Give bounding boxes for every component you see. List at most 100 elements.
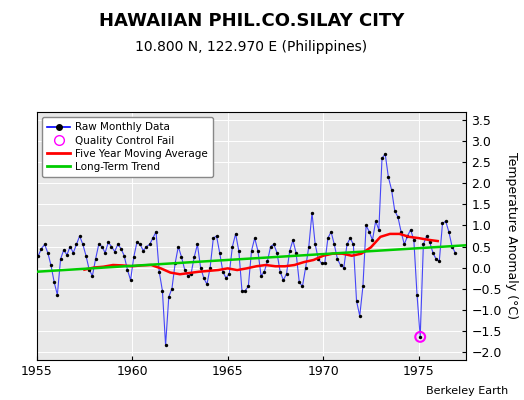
Point xyxy=(40,241,49,248)
Point xyxy=(432,256,440,262)
Point xyxy=(435,258,443,264)
Point xyxy=(400,241,409,248)
Point xyxy=(146,241,154,248)
Point xyxy=(425,239,434,246)
Point xyxy=(184,273,192,279)
Point xyxy=(286,248,294,254)
Point xyxy=(343,241,351,248)
Point xyxy=(416,334,424,340)
Point xyxy=(139,248,147,254)
Point xyxy=(152,228,160,235)
Point xyxy=(451,250,460,256)
Point xyxy=(143,243,151,250)
Point xyxy=(295,279,303,286)
Point xyxy=(362,222,370,229)
Point xyxy=(120,252,128,259)
Point xyxy=(161,342,170,348)
Point xyxy=(413,292,421,298)
Point xyxy=(314,256,323,262)
Text: Berkeley Earth: Berkeley Earth xyxy=(426,386,508,396)
Point xyxy=(438,220,446,226)
Point xyxy=(349,241,357,248)
Point xyxy=(111,248,119,255)
Point xyxy=(321,260,329,266)
Point xyxy=(279,277,288,283)
Point xyxy=(225,271,233,277)
Point xyxy=(88,273,96,279)
Point xyxy=(273,250,281,256)
Point xyxy=(69,250,78,256)
Point xyxy=(66,243,74,250)
Point xyxy=(85,266,93,273)
Point xyxy=(390,208,399,214)
Point xyxy=(247,248,256,254)
Point xyxy=(174,243,182,250)
Point xyxy=(416,334,424,340)
Point xyxy=(359,283,367,290)
Point xyxy=(311,241,319,248)
Point xyxy=(63,252,71,258)
Point xyxy=(79,241,87,248)
Point xyxy=(168,285,176,292)
Point xyxy=(372,218,380,224)
Point xyxy=(75,233,84,239)
Point xyxy=(212,233,221,239)
Point xyxy=(91,256,100,262)
Point xyxy=(43,250,52,256)
Point xyxy=(445,228,453,235)
Point xyxy=(336,262,345,269)
Point xyxy=(419,241,428,248)
Point xyxy=(330,241,339,248)
Point xyxy=(407,226,415,233)
Point xyxy=(365,228,374,235)
Point xyxy=(387,186,396,193)
Point xyxy=(215,250,224,256)
Point xyxy=(136,241,144,248)
Point xyxy=(72,241,81,248)
Point xyxy=(193,241,202,248)
Point xyxy=(200,275,208,281)
Point xyxy=(228,243,237,250)
Point xyxy=(276,268,285,275)
Point xyxy=(308,210,316,216)
Point xyxy=(266,243,275,250)
Point xyxy=(263,258,271,264)
Point xyxy=(222,275,230,281)
Point xyxy=(107,243,116,250)
Y-axis label: Temperature Anomaly (°C): Temperature Anomaly (°C) xyxy=(505,152,518,320)
Point xyxy=(282,271,291,277)
Point xyxy=(324,235,332,241)
Point xyxy=(104,239,113,246)
Point xyxy=(375,226,383,233)
Point xyxy=(238,288,246,294)
Point xyxy=(257,273,265,279)
Point xyxy=(149,235,157,241)
Point xyxy=(206,264,214,271)
Point xyxy=(171,260,179,266)
Point xyxy=(232,231,240,237)
Point xyxy=(187,271,195,277)
Point xyxy=(50,279,58,286)
Text: HAWAIIAN PHIL.CO.SILAY CITY: HAWAIIAN PHIL.CO.SILAY CITY xyxy=(99,12,404,30)
Point xyxy=(301,264,310,271)
Point xyxy=(254,248,262,254)
Point xyxy=(244,283,253,290)
Point xyxy=(177,254,185,260)
Point xyxy=(196,264,205,271)
Legend: Raw Monthly Data, Quality Control Fail, Five Year Moving Average, Long-Term Tren: Raw Monthly Data, Quality Control Fail, … xyxy=(42,117,213,177)
Point xyxy=(47,262,55,269)
Point xyxy=(133,239,141,246)
Point xyxy=(123,266,132,273)
Point xyxy=(158,288,167,294)
Point xyxy=(340,264,348,271)
Point xyxy=(155,268,163,275)
Point xyxy=(318,260,326,266)
Point xyxy=(37,246,46,252)
Point xyxy=(190,254,199,260)
Point xyxy=(117,246,125,252)
Point xyxy=(60,247,68,253)
Point xyxy=(126,277,135,283)
Point xyxy=(165,294,173,300)
Point xyxy=(381,151,389,157)
Point xyxy=(129,254,138,260)
